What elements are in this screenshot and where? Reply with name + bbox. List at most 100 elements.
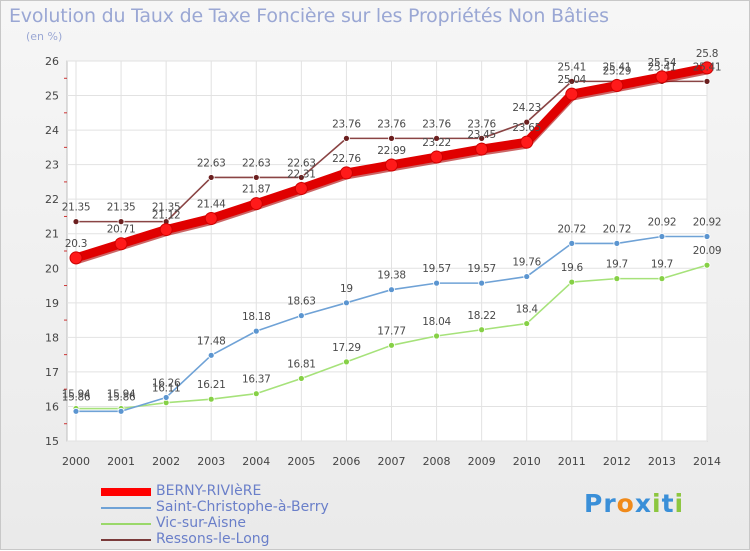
- data-label: 25.41: [693, 61, 722, 73]
- y-tick-label: 15: [45, 435, 59, 448]
- data-point: [388, 134, 395, 142]
- data-point: [700, 61, 714, 75]
- data-label: 23.76: [467, 118, 496, 130]
- legend-swatch: [101, 507, 151, 509]
- x-tick-label: 2002: [152, 455, 180, 468]
- data-label: 16.11: [152, 383, 181, 395]
- data-label: 21.12: [152, 210, 181, 222]
- logo-letter: r: [603, 489, 617, 518]
- data-label: 25.41: [603, 61, 632, 73]
- data-label: 19.57: [422, 263, 451, 275]
- data-label: 18.63: [287, 296, 316, 308]
- data-point: [297, 312, 305, 320]
- data-point: [249, 197, 263, 211]
- unit-label: (en %): [26, 30, 63, 43]
- data-label: 15.94: [62, 389, 91, 401]
- data-label: 23.45: [467, 129, 496, 141]
- data-point: [520, 135, 534, 149]
- data-label: 19.57: [467, 263, 496, 275]
- y-tick-label: 22: [45, 193, 59, 206]
- data-label: 19.7: [651, 259, 673, 271]
- data-point: [69, 251, 83, 265]
- data-label: 15.94: [107, 389, 136, 401]
- data-label: 20.3: [65, 238, 87, 250]
- data-point: [117, 218, 125, 226]
- data-point: [433, 332, 440, 340]
- data-point: [433, 279, 440, 287]
- data-label: 17.48: [197, 335, 226, 347]
- data-point: [658, 275, 666, 283]
- data-label: 25.54: [648, 57, 677, 69]
- data-point: [523, 273, 531, 280]
- data-point: [568, 278, 576, 286]
- plot-area: [66, 60, 708, 442]
- data-label: 18.4: [516, 304, 539, 316]
- data-label: 18.22: [467, 310, 496, 322]
- y-tick-label: 16: [45, 400, 59, 413]
- data-label: 21.87: [242, 184, 271, 196]
- data-point: [297, 174, 305, 181]
- data-label: 17.77: [377, 325, 406, 337]
- data-point: [430, 150, 444, 164]
- data-point: [114, 237, 128, 251]
- data-point: [475, 142, 489, 156]
- data-point: [207, 395, 215, 403]
- data-point: [252, 327, 260, 335]
- data-point: [613, 239, 621, 247]
- logo-letter: i: [674, 489, 685, 518]
- data-label: 25.41: [558, 61, 587, 73]
- data-label: 25.41: [648, 61, 677, 73]
- data-label: 16.21: [197, 379, 226, 391]
- data-point: [117, 407, 125, 415]
- x-tick-label: 2005: [287, 455, 315, 468]
- legend-label: BERNY-RIVIèRE: [156, 483, 262, 499]
- y-tick-label: 21: [45, 228, 59, 241]
- data-label: 19: [340, 283, 353, 295]
- data-label: 18.18: [242, 311, 271, 323]
- data-point: [207, 351, 215, 359]
- x-tick-label: 2006: [332, 455, 360, 468]
- data-label: 20.72: [603, 223, 632, 235]
- legend-swatch: [101, 488, 151, 496]
- x-tick-label: 2003: [197, 455, 225, 468]
- y-tick-label: 25: [45, 90, 59, 103]
- legend-swatch: [101, 523, 151, 525]
- data-point: [523, 118, 531, 126]
- data-point: [703, 261, 711, 269]
- data-label: 24.23: [512, 102, 541, 114]
- x-tick-label: 2000: [62, 455, 90, 468]
- data-point: [568, 239, 576, 247]
- data-point: [385, 158, 398, 172]
- proxiti-logo: Proxiti: [584, 489, 684, 518]
- data-point: [478, 134, 486, 142]
- data-label: 25.8: [696, 48, 718, 60]
- data-point: [565, 87, 579, 101]
- logo-letter: x: [634, 489, 652, 518]
- data-label: 18.04: [422, 316, 451, 328]
- data-label: 21.35: [107, 202, 136, 214]
- data-label: 23.76: [422, 118, 451, 130]
- data-point: [388, 341, 395, 349]
- logo-letter: i: [652, 489, 662, 518]
- data-label: 23.65: [512, 122, 541, 134]
- data-label: 19.76: [512, 257, 541, 269]
- data-label: 22.63: [242, 157, 271, 169]
- data-point: [294, 181, 308, 195]
- data-label: 17.29: [332, 342, 361, 354]
- logo-letter: P: [584, 489, 604, 518]
- y-tick-label: 24: [45, 124, 59, 137]
- data-point: [523, 320, 531, 327]
- data-label: 19.38: [377, 270, 406, 282]
- data-label: 21.44: [197, 199, 226, 211]
- data-point: [703, 77, 711, 85]
- data-point: [478, 279, 486, 287]
- x-tick-label: 2011: [558, 455, 586, 468]
- data-point: [610, 79, 624, 93]
- x-tick-label: 2013: [648, 455, 676, 468]
- data-point: [343, 358, 350, 366]
- data-point: [658, 233, 666, 240]
- legend-label: Vic-sur-Aisne: [156, 515, 246, 531]
- data-label: 20.71: [107, 224, 136, 236]
- data-label: 22.63: [197, 157, 226, 169]
